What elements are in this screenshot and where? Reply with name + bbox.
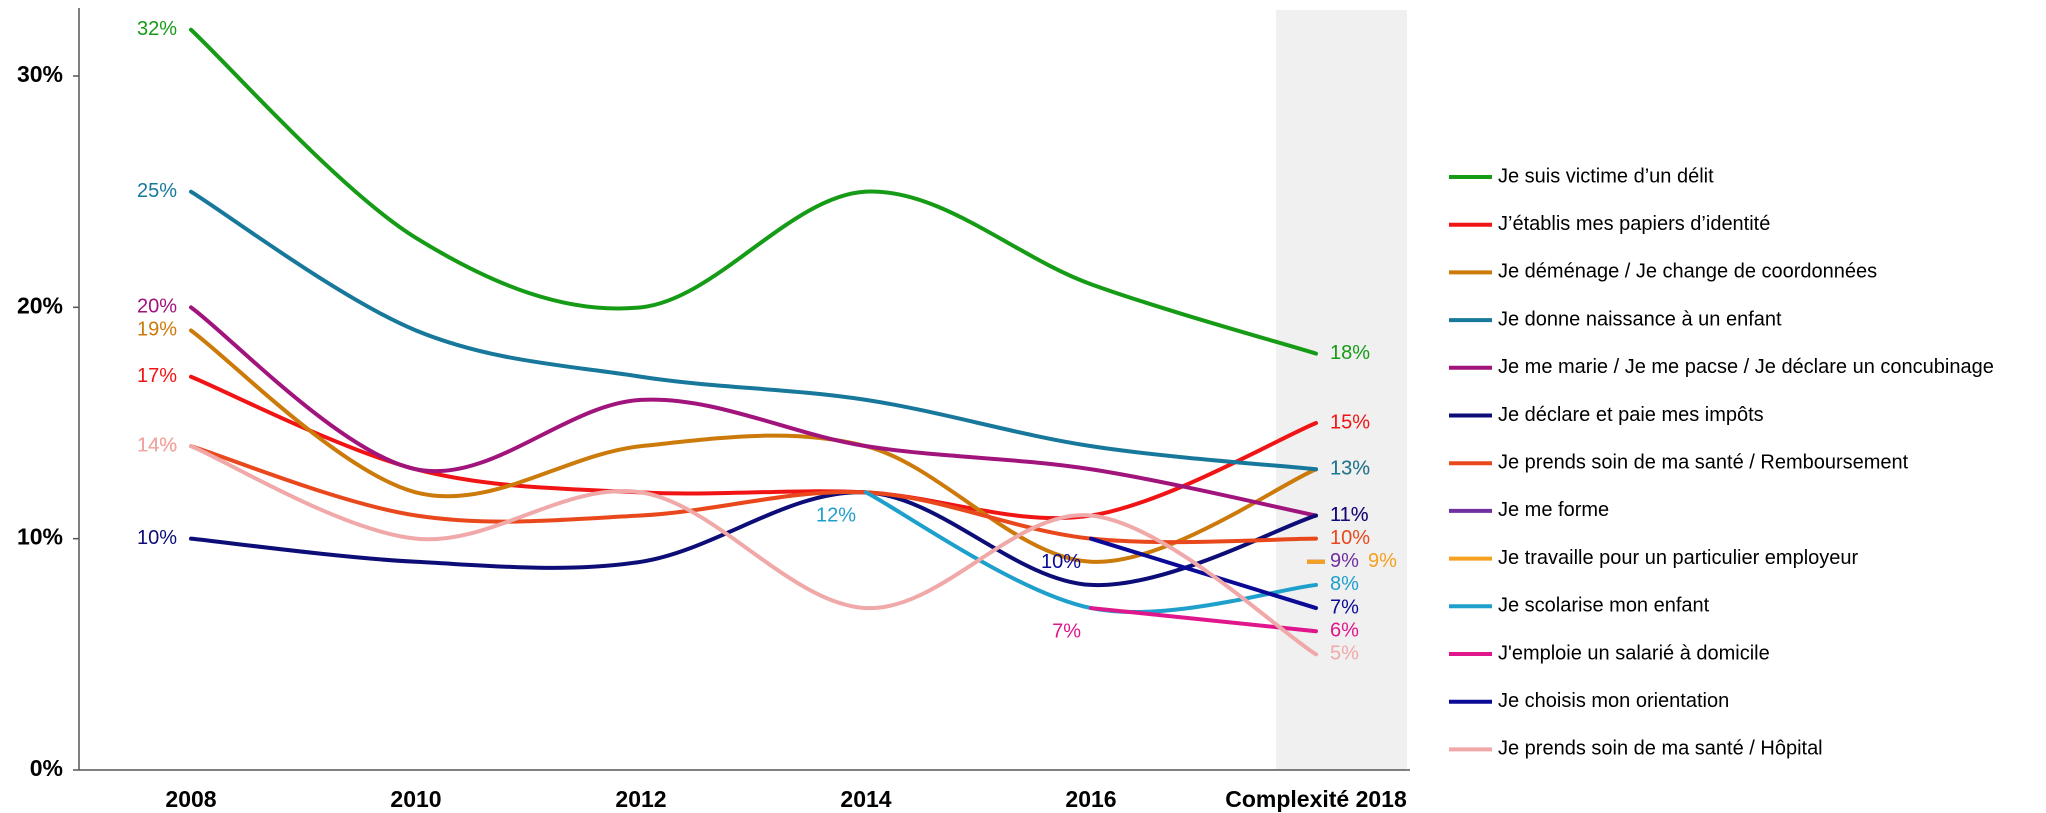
series-line <box>189 27 1318 356</box>
value-label: 14% <box>137 434 177 456</box>
value-label: 17% <box>137 365 177 387</box>
series-line <box>189 328 1318 564</box>
legend-label: J'emploie un salarié à domicile <box>1498 642 1770 664</box>
value-label: 10% <box>137 527 177 549</box>
series-line <box>189 374 1318 521</box>
value-label: 12% <box>816 505 856 527</box>
x-tick-label: Complexité 2018 <box>1225 786 1407 812</box>
legend-label: J’établis mes papiers d’identité <box>1498 213 1770 235</box>
x-tick-label: 2014 <box>840 786 891 812</box>
value-label: 19% <box>137 319 177 341</box>
series-line <box>189 444 1318 657</box>
value-label: 13% <box>1330 458 1370 480</box>
series-line <box>864 490 1318 614</box>
value-label: 14% <box>137 434 177 456</box>
legend-label: Je donne naissance à un enfant <box>1498 308 1782 330</box>
value-label: 32% <box>137 18 177 40</box>
value-label: 20% <box>137 296 177 318</box>
series-line <box>189 444 1318 545</box>
x-tick-label: 2008 <box>165 786 216 812</box>
value-label: 6% <box>1330 619 1359 641</box>
value-label: 10% <box>1041 551 1081 573</box>
value-label: 7% <box>1330 596 1359 618</box>
legend-label: Je déclare et paie mes impôts <box>1498 404 1764 426</box>
legend-label: Je me forme <box>1498 499 1609 521</box>
y-tick-label: 20% <box>17 292 63 318</box>
legend-label: Je travaille pour un particulier employe… <box>1498 547 1859 569</box>
legend-label: Je suis victime d’un délit <box>1498 165 1714 187</box>
series-line <box>189 305 1318 518</box>
series-line <box>189 189 1318 472</box>
value-label: 10% <box>1330 527 1370 549</box>
value-label: 25% <box>137 180 177 202</box>
y-tick-label: 10% <box>17 524 63 550</box>
legend-label: Je scolarise mon enfant <box>1498 595 1710 617</box>
value-label: 18% <box>1330 342 1370 364</box>
series-line <box>1089 536 1318 611</box>
value-label: 9% <box>1330 550 1359 572</box>
value-label: 9% <box>1368 550 1397 572</box>
value-label: 8% <box>1330 573 1359 595</box>
legend-label: Je prends soin de ma santé / Hôpital <box>1498 738 1823 760</box>
legend-label: Je choisis mon orientation <box>1498 690 1729 712</box>
value-label: 11% <box>1330 504 1369 526</box>
legend-label: Je prends soin de ma santé / Rembourseme… <box>1498 451 1909 473</box>
y-tick-label: 30% <box>17 61 63 87</box>
value-label: 7% <box>1052 620 1081 642</box>
x-tick-label: 2010 <box>390 786 441 812</box>
value-label: 5% <box>1330 643 1359 665</box>
value-label: 13% <box>1330 458 1370 480</box>
legend-label: Je me marie / Je me pacse / Je déclare u… <box>1498 356 1994 378</box>
series-line <box>1089 606 1318 634</box>
value-label: 15% <box>1330 411 1370 433</box>
x-tick-label: 2012 <box>615 786 666 812</box>
x-tick-label: 2016 <box>1065 786 1116 812</box>
legend-label: Je déménage / Je change de coordonnées <box>1498 261 1877 283</box>
value-label: 11% <box>1330 504 1369 526</box>
y-tick-label: 0% <box>30 755 63 781</box>
series-line <box>189 490 1318 587</box>
